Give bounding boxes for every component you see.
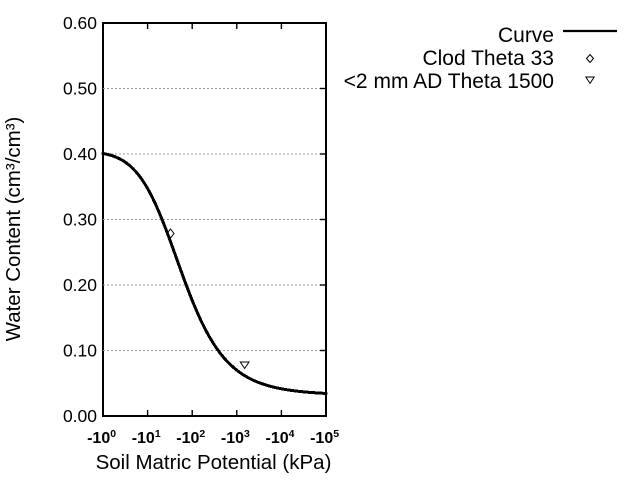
svg-text:0.30: 0.30 — [63, 210, 97, 230]
svg-text:-105: -105 — [310, 428, 339, 447]
svg-text:0.40: 0.40 — [63, 144, 97, 164]
svg-text:Clod Theta 33: Clod Theta 33 — [422, 47, 554, 70]
svg-text:-103: -103 — [221, 428, 250, 447]
svg-text:-102: -102 — [176, 428, 205, 447]
svg-text:-104: -104 — [266, 428, 295, 447]
svg-text:Water Content (cm³/cm³): Water Content (cm³/cm³) — [2, 117, 25, 342]
svg-text:0.60: 0.60 — [63, 13, 97, 33]
svg-text:Curve: Curve — [498, 24, 554, 47]
svg-text:0.00: 0.00 — [63, 406, 97, 426]
svg-text:<2 mm AD Theta 1500: <2 mm AD Theta 1500 — [344, 70, 554, 93]
svg-text:-100: -100 — [87, 428, 116, 447]
svg-text:0.20: 0.20 — [63, 275, 97, 295]
svg-text:Soil Matric Potential (kPa): Soil Matric Potential (kPa) — [96, 451, 332, 474]
svg-text:-101: -101 — [132, 428, 161, 447]
svg-text:0.10: 0.10 — [63, 341, 97, 361]
svg-text:0.50: 0.50 — [63, 79, 97, 99]
